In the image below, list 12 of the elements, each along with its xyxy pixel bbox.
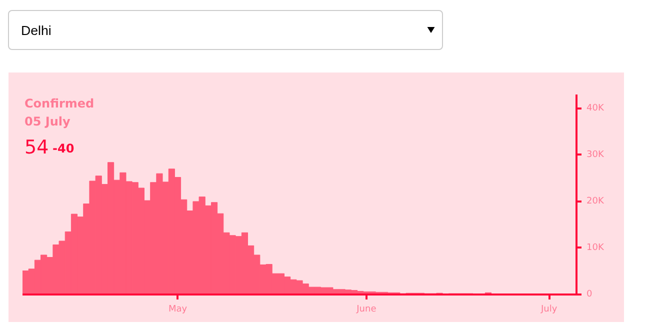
text: Delhi <box>8 10 443 50</box>
annotation: 54 -40 <box>24 136 74 158</box>
y-tick-label: 0 <box>586 290 592 300</box>
y-tick-label: 40K <box>586 103 605 114</box>
x-tick-label: May <box>168 304 188 314</box>
y-tick-label: 20K <box>586 196 605 206</box>
x-tick-label: June <box>356 304 377 314</box>
text: 05 July <box>24 114 70 128</box>
chart-title: Confirmed <box>24 96 94 110</box>
x-tick-label: July <box>540 304 558 314</box>
y-tick-label: 10K <box>586 242 605 253</box>
y-tick-label: 30K <box>586 150 605 160</box>
